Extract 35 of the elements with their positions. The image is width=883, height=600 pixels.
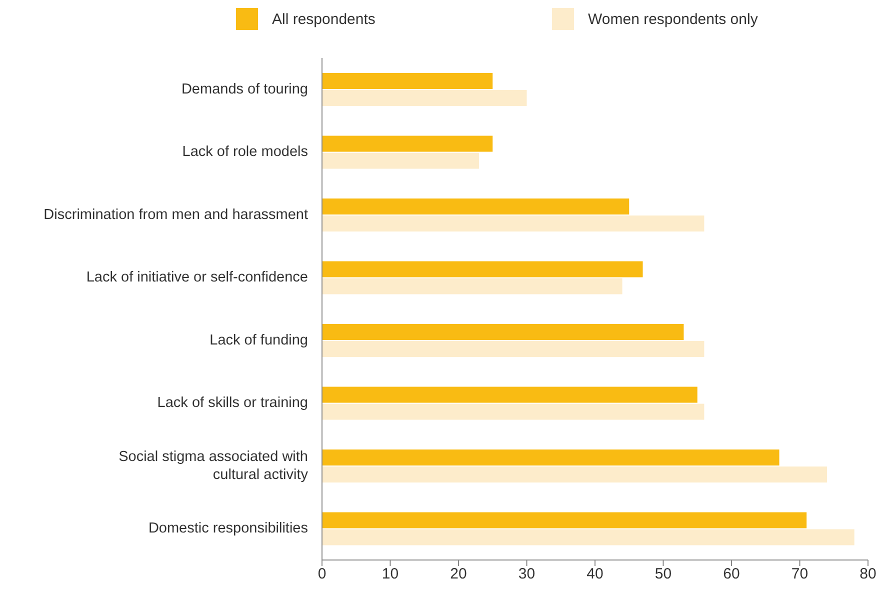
x-tick-label: 70 [791,566,808,583]
y-tick-label: Lack of initiative or self-confidence [86,270,308,286]
bar [322,512,807,528]
bar [322,90,527,106]
y-tick-label: Domestic responsibilities [148,520,308,537]
bar [322,261,643,278]
bar [322,324,684,340]
y-tick-label: Discrimination from men and harassment [44,206,308,223]
legend-label: Women respondents only [587,10,759,30]
bar [322,450,780,466]
y-tick-label: Lack of skills or training [157,395,308,412]
y-tick-label: Social stigma associated with cultural activity [118,448,309,483]
x-tick-label: 10 [382,566,399,583]
bar [322,404,704,420]
y-tick-label: Lack of role models [182,144,308,160]
bar [322,466,828,483]
y-tick-label: Demands of touring [181,81,308,98]
bar [322,73,493,90]
bar [322,198,630,215]
x-tick-label: 20 [450,566,467,583]
bar [322,136,493,152]
x-tick-label: 60 [723,566,740,583]
x-tick-label: 0 [318,566,326,583]
x-tick-label: 40 [586,566,604,583]
x-tick-label: 50 [654,566,672,583]
bar [322,216,704,232]
x-tick-label: 30 [518,566,536,583]
bar [322,341,704,358]
bar [322,152,479,169]
y-tick-label: Lack of funding [210,332,308,348]
bar [322,529,854,546]
bar [322,386,698,403]
bar [322,278,622,294]
x-tick-label: 80 [860,566,876,583]
legend-label: All respondents [271,10,376,30]
